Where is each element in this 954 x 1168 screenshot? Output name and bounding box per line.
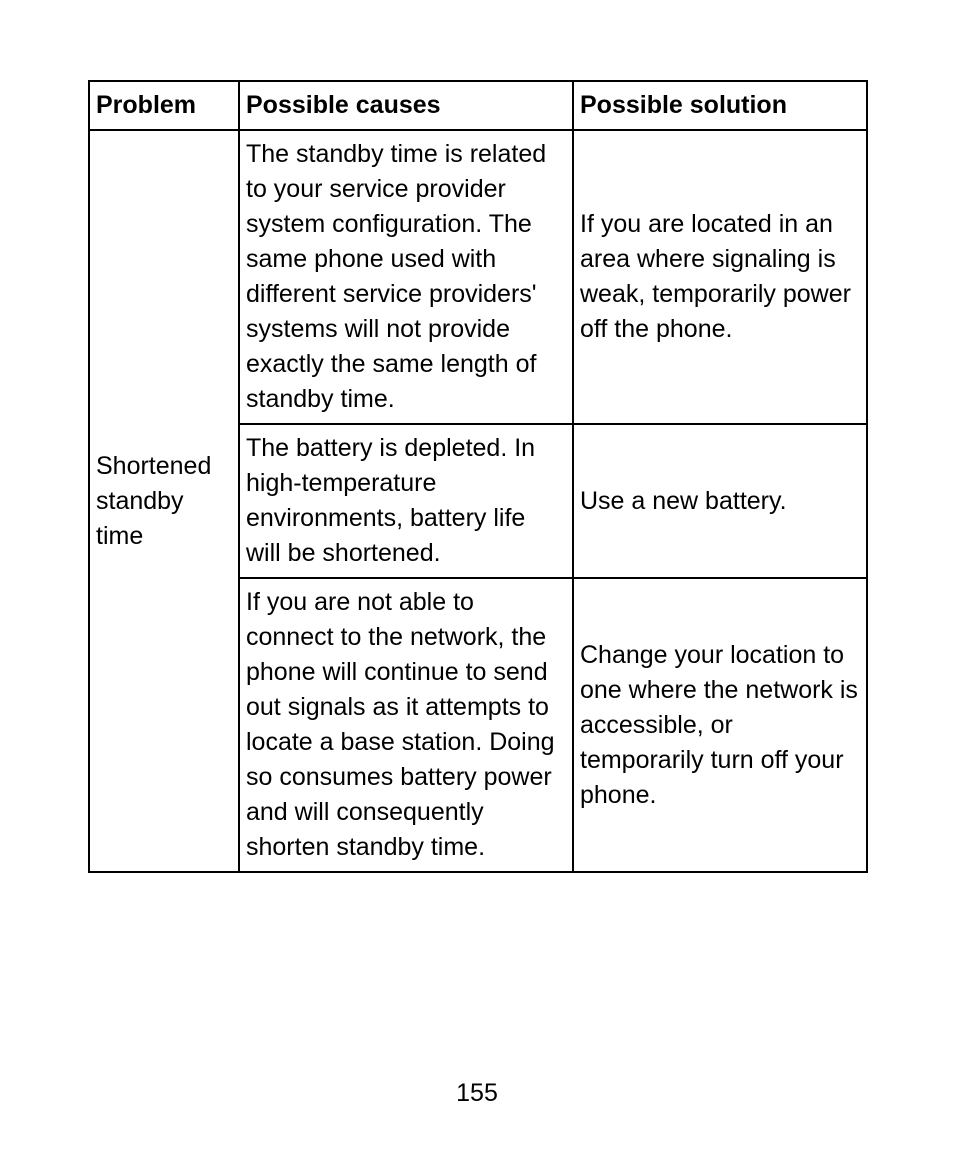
page-number: 155 <box>0 1079 954 1108</box>
cell-cause: The battery is depleted. In high-tempera… <box>239 424 573 578</box>
troubleshooting-table: Problem Possible causes Possible solutio… <box>88 80 868 873</box>
header-solution: Possible solution <box>573 81 867 130</box>
cell-solution: Use a new battery. <box>573 424 867 578</box>
cell-cause: If you are not able to connect to the ne… <box>239 578 573 872</box>
cell-problem: Shortened standby time <box>89 130 239 872</box>
header-causes: Possible causes <box>239 81 573 130</box>
document-page: Problem Possible causes Possible solutio… <box>0 0 954 873</box>
cell-solution: If you are located in an area where sign… <box>573 130 867 424</box>
table-header-row: Problem Possible causes Possible solutio… <box>89 81 867 130</box>
table-row: Shortened standby time The standby time … <box>89 130 867 424</box>
header-problem: Problem <box>89 81 239 130</box>
cell-cause: The standby time is related to your serv… <box>239 130 573 424</box>
cell-solution: Change your location to one where the ne… <box>573 578 867 872</box>
